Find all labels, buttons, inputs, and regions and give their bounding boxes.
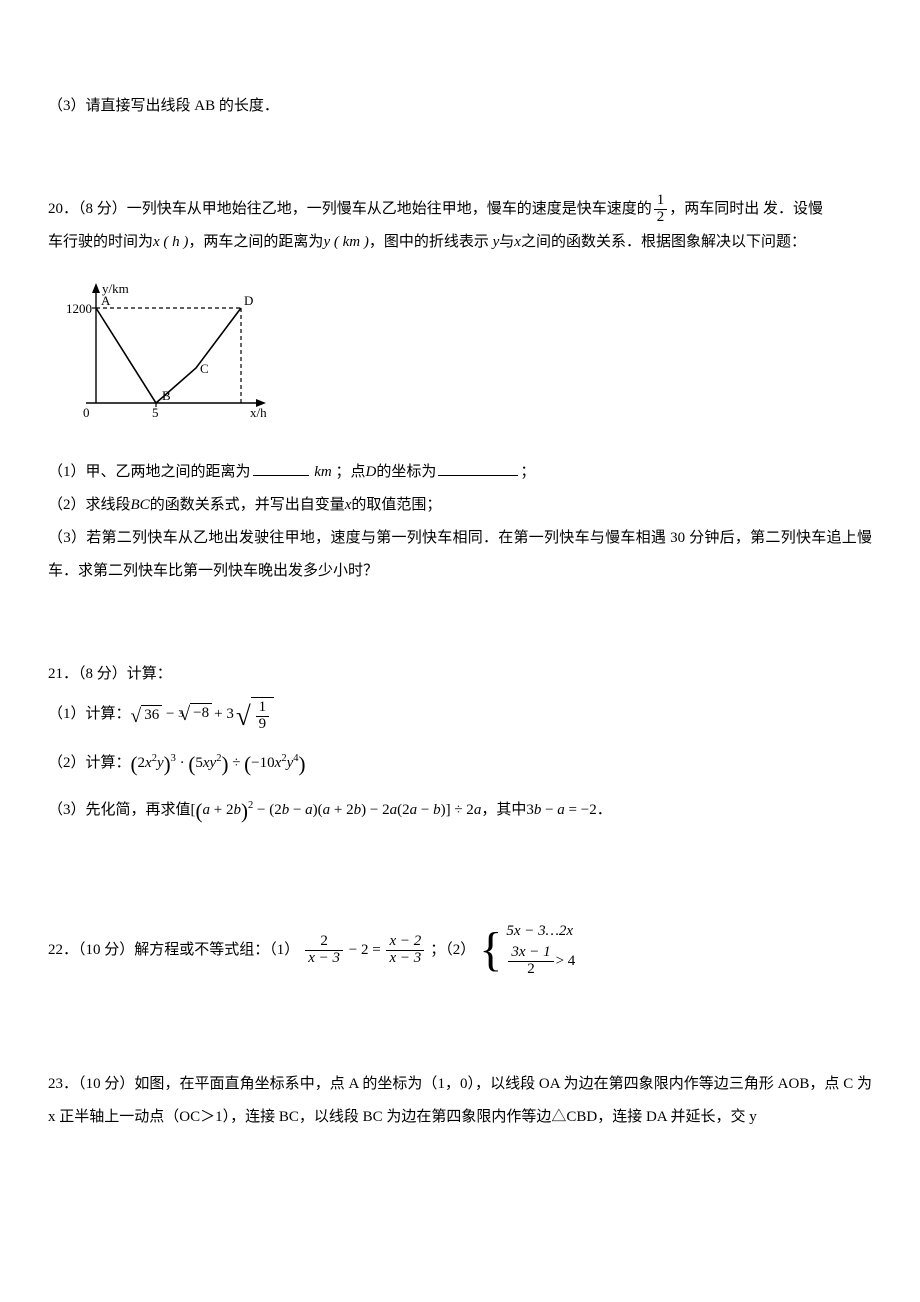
q19-part3: （3）请直接写出线段 AB 的长度． (48, 90, 872, 123)
cbrt-neg8: 3√−8 (178, 703, 212, 726)
sqrt-36: √36 (131, 705, 163, 725)
sqrt-frac-1-9: √19 (236, 697, 274, 733)
q22-header: 22．（10 分）解方程或不等式组：（1） (48, 934, 299, 967)
q21: 21．（8 分）计算： （1）计算： √36 − 3√−8 + 3 √19 （2… (48, 658, 872, 827)
q20-p1: （1）甲、乙两地之间的距离为 km ；点D的坐标为； (48, 456, 872, 489)
chart-ytick: 1200 (66, 301, 92, 316)
q21-header: 21．（8 分）计算： (48, 658, 872, 691)
q22-mid: ；（2） (430, 934, 475, 967)
q22-sys-row2: 3x − 12 > 4 (506, 945, 575, 978)
blank-distance (253, 460, 309, 476)
chart-point-A: A (101, 293, 111, 308)
q22-sys-row1: 5x − 3…2x (506, 923, 575, 940)
q21-p3-cond: 3b − a = −2 (526, 794, 596, 827)
q20-frac-half: 12 (654, 193, 668, 226)
blank-point-d (438, 460, 518, 476)
q20-header-prefix: 20．（8 分）一列快车从甲地始往乙地，一列慢车从乙地始往甲地，慢车的速度是快车… (48, 201, 652, 217)
q21-p2-expr: (2x2y)3 · (5xy2) ÷ (−10x2y4) (131, 747, 306, 780)
q22-system: { 5x − 3…2x 3x − 12 > 4 (479, 923, 575, 978)
q21-p2: （2）计算： (2x2y)3 · (5xy2) ÷ (−10x2y4) (48, 747, 872, 780)
q22: 22．（10 分）解方程或不等式组：（1） 2x − 3 − 2 = x − 2… (48, 923, 872, 978)
chart-origin-label: 0 (83, 405, 90, 420)
q22-eq1: 2x − 3 − 2 = x − 2x − 3 (303, 934, 426, 967)
q20-header: 20．（8 分）一列快车从甲地始往乙地，一列慢车从乙地始往甲地，慢车的速度是快车… (48, 193, 872, 226)
q20-line2: 车行驶的时间为x ( h )，两车之间的距离为y ( km )，图中的折线表示 … (48, 226, 872, 259)
q20-xh: x ( h ) (153, 234, 188, 250)
chart-point-B: B (162, 388, 171, 403)
q20-chart: y/km x/h 1200 0 5 A B C D (66, 273, 872, 438)
chart-point-D: D (244, 293, 253, 308)
q20: 20．（8 分）一列快车从甲地始往乙地，一列慢车从乙地始往甲地，慢车的速度是快车… (48, 193, 872, 588)
q23: 23．（10 分）如图，在平面直角坐标系中，点 A 的坐标为（1，0），以线段 … (48, 1068, 872, 1134)
q21-p3-expr: [(a + 2b)2 − (2b − a)(a + 2b) − 2a(2a − … (191, 794, 482, 827)
chart-x-label: x/h (250, 405, 267, 420)
chart-point-C: C (200, 361, 209, 376)
q20-header-mid: ，两车同时出 发．设慢 (669, 201, 823, 217)
q20-p2: （2）求线段BC的函数关系式，并写出自变量x的取值范围； (48, 489, 872, 522)
q21-p1: （1）计算： √36 − 3√−8 + 3 √19 (48, 697, 872, 733)
q21-p3: （3）先化简，再求值 [(a + 2b)2 − (2b − a)(a + 2b)… (48, 794, 872, 827)
q20-ykm: y ( km ) (323, 234, 368, 250)
chart-xtick: 5 (152, 405, 159, 420)
q20-p3: （3）若第二列快车从乙地出发驶往甲地，速度与第一列快车相同．在第一列快车与慢车相… (48, 522, 872, 588)
